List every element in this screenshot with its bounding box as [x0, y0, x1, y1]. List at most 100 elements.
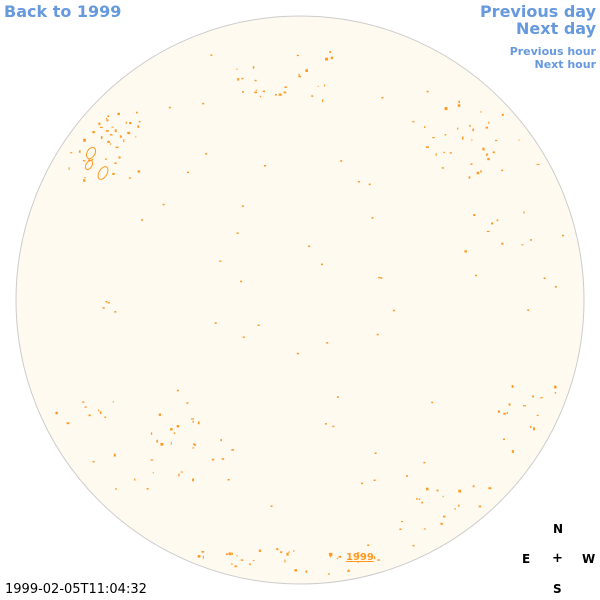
marker-dot [170, 428, 173, 431]
marker-dot [264, 165, 266, 167]
year-marker-label[interactable]: 1999 [346, 552, 374, 563]
marker-dot [523, 405, 526, 407]
marker-dot [194, 444, 197, 446]
marker-dot [146, 488, 149, 490]
marker-dot [236, 232, 239, 234]
marker-dot [92, 461, 95, 463]
marker-dot [457, 104, 461, 107]
marker-dot [240, 559, 244, 561]
marker-dot [55, 411, 58, 415]
marker-dot [283, 92, 287, 94]
marker-dot [554, 392, 557, 394]
marker-dot [134, 478, 136, 481]
marker-dot [376, 333, 379, 336]
marker-dot [105, 301, 108, 303]
marker-dot [192, 420, 194, 423]
marker-dot [449, 152, 452, 154]
previous-day-link[interactable]: Previous day [479, 2, 596, 21]
marker-dot [98, 409, 100, 412]
marker-dot [241, 77, 244, 80]
marker-dot [347, 570, 351, 572]
marker-dot [262, 90, 266, 93]
marker-dot [324, 423, 327, 425]
marker-dot [373, 479, 376, 481]
marker-dot [231, 449, 235, 451]
marker-dot [298, 75, 302, 78]
marker-dot [511, 450, 514, 453]
next-day-link[interactable]: Next day [516, 19, 596, 38]
marker-dot [329, 556, 332, 558]
marker-dot [472, 485, 475, 488]
marker-dot [100, 136, 103, 139]
marker-dot [536, 163, 540, 165]
marker-dot [180, 471, 183, 473]
previous-hour-link[interactable]: Previous hour [509, 45, 596, 58]
marker-dot [98, 122, 101, 126]
marker-dot [536, 414, 539, 416]
marker-dot [497, 410, 500, 413]
marker-dot [228, 552, 232, 556]
marker-dot [321, 263, 323, 266]
marker-dot [368, 183, 371, 186]
marker-dot [423, 528, 426, 530]
marker-dot [443, 151, 445, 154]
marker-dot [298, 73, 300, 77]
marker-dot [501, 242, 504, 245]
marker-dot [418, 498, 421, 500]
marker-dot [225, 553, 228, 555]
marker-dot [178, 473, 180, 477]
marker-dot [254, 79, 257, 82]
marker-dot [202, 555, 204, 559]
marker-dot [176, 389, 179, 392]
marker-dot [118, 156, 121, 159]
marker-dot [432, 137, 435, 139]
marker-dot [114, 129, 117, 133]
marker-dot [127, 131, 131, 135]
marker-dot [468, 176, 471, 179]
marker-dot [102, 307, 105, 309]
timestamp-label: 1999-02-05T11:04:32 [5, 582, 147, 597]
marker-dot [107, 115, 110, 117]
marker-dot [270, 505, 273, 507]
marker-dot [230, 563, 233, 565]
marker-dot [482, 147, 485, 151]
marker-dot [274, 94, 277, 96]
marker-dot [123, 139, 125, 143]
marker-dot [508, 403, 511, 406]
compass-south: S [553, 582, 562, 596]
marker-dot [356, 552, 360, 554]
marker-dot [105, 130, 109, 132]
marker-dot [138, 121, 141, 123]
marker-dot [488, 121, 490, 124]
marker-dot [107, 140, 111, 143]
marker-dot [293, 550, 295, 552]
marker-dot [173, 432, 176, 435]
marker-dot [442, 495, 444, 498]
marker-dot [380, 277, 383, 279]
marker-dot [150, 432, 153, 435]
marker-dot [249, 563, 251, 566]
marker-dot [88, 414, 91, 417]
marker-dot [491, 222, 494, 225]
marker-dot [373, 556, 376, 560]
marker-dot [486, 230, 490, 232]
back-to-year-link[interactable]: Back to 1999 [4, 2, 122, 21]
next-hour-link[interactable]: Next hour [534, 58, 597, 71]
marker-dot [113, 453, 116, 457]
marker-dot [214, 322, 217, 324]
marker-dot [210, 54, 213, 56]
marker-dot [99, 126, 103, 128]
marker-dot [401, 521, 404, 523]
marker-dot [406, 475, 408, 477]
marker-dot [117, 112, 120, 116]
marker-dot [503, 412, 506, 415]
marker-dot [501, 169, 504, 172]
marker-dot [371, 217, 374, 219]
marker-dot [436, 489, 439, 492]
marker-dot [68, 167, 70, 170]
marker-dot [378, 276, 381, 279]
marker-dot [242, 336, 245, 338]
marker-dot [278, 93, 282, 96]
marker-dot [470, 163, 473, 165]
